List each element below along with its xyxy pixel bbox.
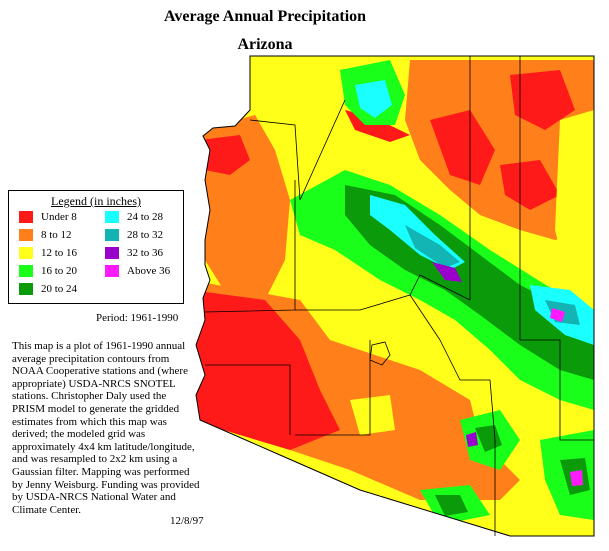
county-line-pinal xyxy=(439,339,496,441)
period-label: Period: 1961-1990 xyxy=(96,312,179,324)
legend-label: 16 to 20 xyxy=(41,265,78,277)
county-line-graham-greenlee xyxy=(520,339,594,441)
legend-swatch xyxy=(19,247,33,259)
legend-label: Under 8 xyxy=(41,211,77,223)
zone-12-16-southwest xyxy=(350,395,395,435)
date-label: 12/8/97 xyxy=(170,515,204,527)
legend-label: 32 to 36 xyxy=(127,247,164,259)
legend-swatch xyxy=(105,229,119,241)
county-line-la-paz-yuma xyxy=(205,364,291,435)
precip-zones xyxy=(196,56,594,536)
zone-above-36-whitemtns xyxy=(550,308,565,322)
legend-label: 20 to 24 xyxy=(41,283,78,295)
zone-under-8-west xyxy=(196,290,340,450)
legend-swatch xyxy=(105,211,119,223)
county-lines xyxy=(204,56,594,536)
county-line-yavapai-maricopa xyxy=(295,294,441,341)
zone-under-8-northwest xyxy=(200,135,250,175)
legend-swatch xyxy=(19,283,33,295)
zone-under-8-northeast-2 xyxy=(510,70,575,130)
zone-above-36-chiricahua xyxy=(570,470,583,486)
county-line-maricopa-pima xyxy=(295,340,371,436)
zone-under-8-northeast-3 xyxy=(500,160,560,210)
legend-label: Above 36 xyxy=(127,265,171,277)
zone-24-28-kaibab xyxy=(355,80,392,118)
legend-label: 28 to 32 xyxy=(127,229,164,241)
phoenix-outline xyxy=(369,341,391,366)
state-outline xyxy=(195,55,595,537)
zone-28-32-rim xyxy=(405,225,460,268)
legend-swatch xyxy=(105,247,119,259)
legend-swatch xyxy=(19,229,33,241)
legend-swatch xyxy=(19,265,33,277)
map-title: Average Annual Precipitation xyxy=(163,8,367,25)
zone-32-36-sky-island xyxy=(466,432,478,447)
legend-label: 8 to 12 xyxy=(41,229,72,241)
legend: Legend (in inches) Under 8 8 to 12 12 to 1… xyxy=(8,190,184,304)
map-subtitle: Arizona xyxy=(237,36,293,53)
zone-under-8-northeast-1 xyxy=(430,110,495,185)
legend-swatch xyxy=(19,211,33,223)
zone-32-36-rim xyxy=(432,262,462,282)
description-text: This map is a plot of 1961-1990 annual a… xyxy=(12,340,200,516)
legend-label: 12 to 16 xyxy=(41,247,78,259)
legend-swatch xyxy=(105,265,119,277)
legend-title: Legend (in inches) xyxy=(51,194,141,208)
county-line-gila-north xyxy=(409,274,471,301)
county-line-mohave-coconino xyxy=(249,99,346,201)
zone-12-16-east xyxy=(555,110,594,300)
zone-20-24-sky-island-3 xyxy=(435,495,468,516)
legend-label: 24 to 28 xyxy=(127,211,164,223)
